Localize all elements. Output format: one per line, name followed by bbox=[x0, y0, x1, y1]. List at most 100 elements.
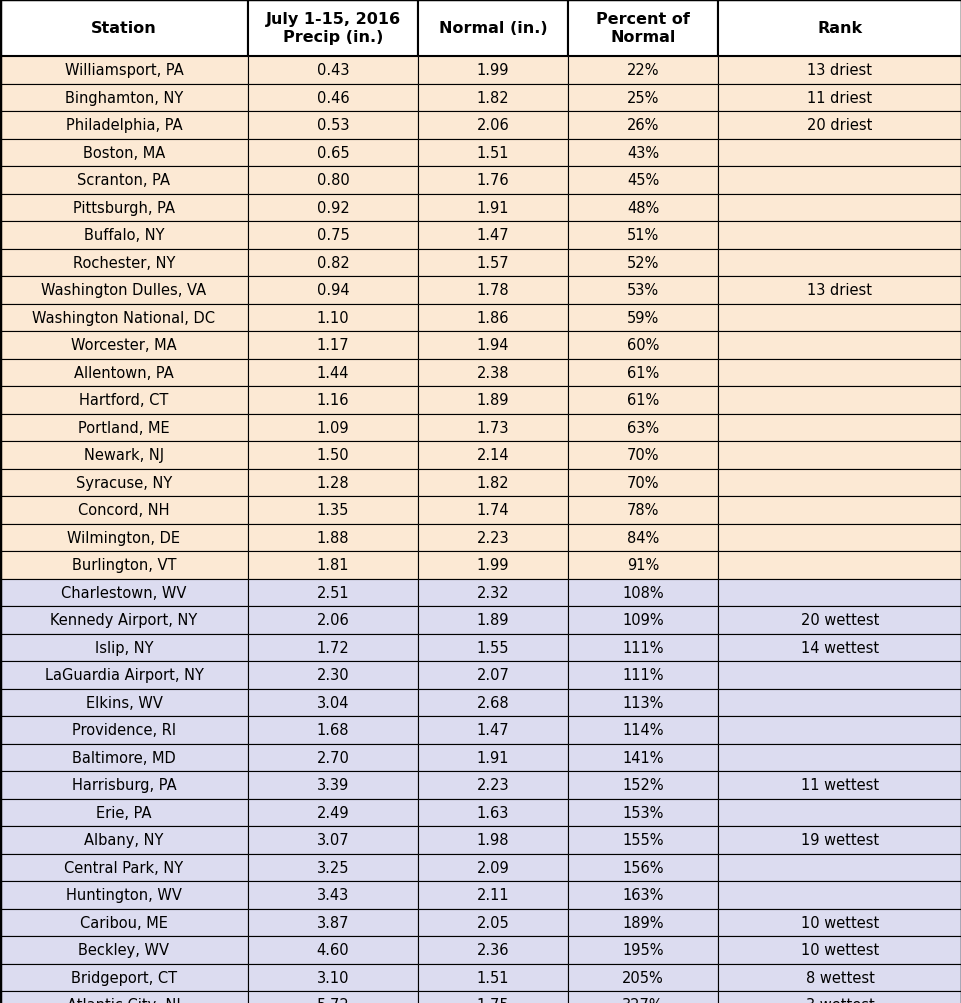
Text: Harrisburg, PA: Harrisburg, PA bbox=[72, 777, 176, 792]
Bar bbox=[418, 441, 567, 469]
Bar bbox=[717, 991, 961, 1003]
Bar bbox=[717, 744, 961, 771]
Bar bbox=[717, 222, 961, 250]
Text: 0.65: 0.65 bbox=[316, 145, 349, 160]
Text: 1.99: 1.99 bbox=[477, 558, 508, 573]
Bar bbox=[0, 991, 248, 1003]
Bar bbox=[418, 166, 567, 195]
Bar bbox=[717, 359, 961, 386]
Bar bbox=[717, 469, 961, 496]
Text: Concord, NH: Concord, NH bbox=[78, 503, 169, 518]
Bar bbox=[567, 909, 717, 936]
Text: 48%: 48% bbox=[627, 201, 658, 216]
Bar bbox=[0, 359, 248, 386]
Text: 1.82: 1.82 bbox=[477, 475, 508, 490]
Bar bbox=[567, 991, 717, 1003]
Text: Station: Station bbox=[91, 21, 157, 36]
Bar bbox=[717, 195, 961, 222]
Bar bbox=[0, 332, 248, 359]
Text: Williamsport, PA: Williamsport, PA bbox=[64, 63, 184, 78]
Bar bbox=[0, 552, 248, 579]
Text: 156%: 156% bbox=[622, 860, 663, 875]
Bar bbox=[567, 332, 717, 359]
Text: 0.53: 0.53 bbox=[316, 118, 349, 133]
Bar bbox=[717, 139, 961, 166]
Bar bbox=[717, 826, 961, 854]
Bar bbox=[248, 661, 418, 689]
Bar bbox=[248, 716, 418, 744]
Bar bbox=[248, 607, 418, 634]
Bar bbox=[248, 441, 418, 469]
Bar bbox=[0, 634, 248, 661]
Text: 1.51: 1.51 bbox=[477, 970, 508, 985]
Text: Bridgeport, CT: Bridgeport, CT bbox=[71, 970, 177, 985]
Text: 1.50: 1.50 bbox=[316, 447, 349, 462]
Bar bbox=[717, 441, 961, 469]
Bar bbox=[248, 771, 418, 798]
Bar bbox=[717, 744, 961, 771]
Text: Atlantic City, NJ: Atlantic City, NJ bbox=[67, 997, 181, 1003]
Bar bbox=[0, 964, 248, 991]
Bar bbox=[248, 909, 418, 936]
Bar bbox=[717, 771, 961, 798]
Bar bbox=[248, 881, 418, 909]
Bar bbox=[567, 552, 717, 579]
Bar bbox=[0, 826, 248, 854]
Bar bbox=[567, 57, 717, 84]
Bar bbox=[248, 798, 418, 826]
Text: 111%: 111% bbox=[622, 668, 663, 683]
Bar bbox=[567, 881, 717, 909]
Text: 2.23: 2.23 bbox=[477, 531, 508, 546]
Bar bbox=[248, 166, 418, 195]
Bar bbox=[418, 84, 567, 112]
Bar bbox=[248, 634, 418, 661]
Bar bbox=[567, 936, 717, 964]
Bar bbox=[567, 250, 717, 277]
Bar bbox=[717, 496, 961, 524]
Text: 1.99: 1.99 bbox=[477, 63, 508, 78]
Text: 5.72: 5.72 bbox=[316, 997, 349, 1003]
Bar bbox=[0, 57, 248, 84]
Bar bbox=[567, 222, 717, 250]
Text: 20 wettest: 20 wettest bbox=[800, 613, 878, 628]
Bar bbox=[717, 332, 961, 359]
Text: 2.23: 2.23 bbox=[477, 777, 508, 792]
Bar bbox=[248, 689, 418, 716]
Bar bbox=[0, 909, 248, 936]
Bar bbox=[248, 744, 418, 771]
Bar bbox=[717, 304, 961, 332]
Bar bbox=[418, 57, 567, 84]
Bar bbox=[717, 386, 961, 414]
Bar bbox=[717, 607, 961, 634]
Text: 1.44: 1.44 bbox=[316, 365, 349, 380]
Text: 1.74: 1.74 bbox=[477, 503, 508, 518]
Bar bbox=[567, 881, 717, 909]
Bar bbox=[567, 771, 717, 798]
Bar bbox=[567, 524, 717, 552]
Bar bbox=[418, 607, 567, 634]
Bar bbox=[0, 0, 248, 57]
Bar bbox=[567, 414, 717, 441]
Bar bbox=[567, 414, 717, 441]
Bar bbox=[717, 524, 961, 552]
Bar bbox=[418, 552, 567, 579]
Text: Hartford, CT: Hartford, CT bbox=[79, 393, 168, 408]
Bar bbox=[0, 744, 248, 771]
Bar bbox=[418, 991, 567, 1003]
Bar bbox=[248, 936, 418, 964]
Text: 3.25: 3.25 bbox=[316, 860, 349, 875]
Bar bbox=[0, 552, 248, 579]
Bar bbox=[717, 277, 961, 304]
Bar bbox=[0, 84, 248, 112]
Text: 59%: 59% bbox=[627, 311, 658, 325]
Bar bbox=[567, 250, 717, 277]
Text: 153%: 153% bbox=[622, 805, 663, 819]
Bar bbox=[418, 139, 567, 166]
Bar bbox=[418, 222, 567, 250]
Text: Baltimore, MD: Baltimore, MD bbox=[72, 750, 176, 765]
Text: 2.06: 2.06 bbox=[476, 118, 508, 133]
Bar bbox=[248, 139, 418, 166]
Bar bbox=[567, 441, 717, 469]
Bar bbox=[418, 441, 567, 469]
Bar bbox=[248, 881, 418, 909]
